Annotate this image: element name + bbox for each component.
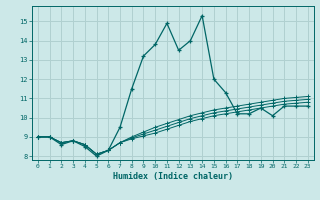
X-axis label: Humidex (Indice chaleur): Humidex (Indice chaleur)	[113, 172, 233, 181]
